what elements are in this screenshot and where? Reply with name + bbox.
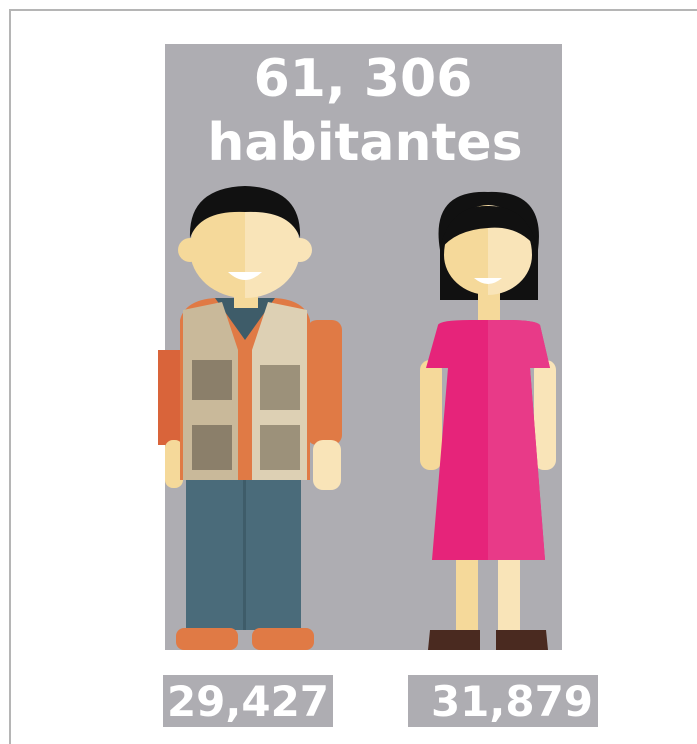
frame bbox=[9, 9, 697, 744]
woman-figure bbox=[420, 191, 556, 650]
total: 61, 306 bbox=[254, 49, 473, 109]
male-count: 29,427 bbox=[167, 677, 329, 726]
total-label: habitantes bbox=[207, 113, 522, 173]
female-count: 31,879 bbox=[431, 677, 593, 726]
count-box bbox=[163, 675, 333, 727]
count-box bbox=[408, 675, 598, 727]
man-figure bbox=[158, 186, 342, 650]
